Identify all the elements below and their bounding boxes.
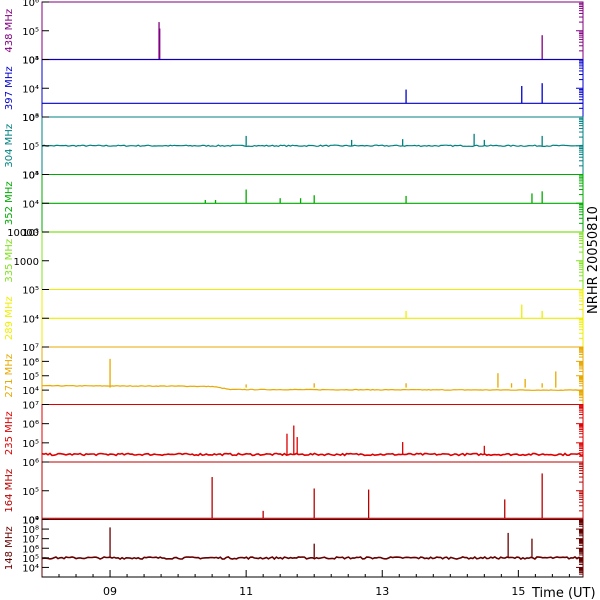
y-tick-label-304-mhz: 10⁴ [22, 171, 39, 182]
panel-frame-438-mhz [41, 1, 584, 60]
series-label-438-mhz: 438 MHz [4, 9, 15, 53]
x-tick-label: 13 [375, 585, 389, 598]
panel-frame-164-mhz [41, 461, 584, 520]
y-tick-label-148-mhz: 10⁵ [22, 554, 39, 565]
y-tick-label-235-mhz: 10⁶ [22, 420, 39, 431]
y-tick-label-304-mhz: 10⁶ [22, 113, 39, 124]
series-label-289-mhz: 289 MHz [4, 296, 15, 340]
x-tick-label: 15 [511, 585, 525, 598]
series-label-335-mhz: 335 MHz [4, 239, 15, 283]
panel-289-mhz: 10⁴ 10⁵ 289 MHz [4, 286, 584, 348]
y-tick-label-438-mhz: 10⁶ [22, 0, 39, 9]
series-line-235-mhz [41, 452, 584, 457]
y-tick-label-164-mhz: 10⁶ [22, 458, 39, 469]
y-tick-label-289-mhz: 10⁵ [22, 286, 39, 297]
y-tick-label-397-mhz: 10³ [22, 113, 39, 124]
y-tick-label-352-mhz: 10⁵ [22, 171, 39, 182]
x-tick-label: 11 [239, 585, 253, 598]
chart-title: NRHR 20050810 [586, 206, 600, 314]
series-label-148-mhz: 148 MHz [4, 526, 15, 570]
y-tick-label-397-mhz: 10⁵ [22, 56, 39, 67]
panel-235-mhz: 10⁵ 10⁶ 10⁷ 235 MHz [4, 401, 584, 463]
y-tick-label-271-mhz: 10⁴ [22, 386, 39, 397]
y-tick-label-271-mhz: 10⁶ [22, 357, 39, 368]
y-tick-label-164-mhz: 10⁴ [22, 516, 39, 527]
y-tick-label-235-mhz: 10⁵ [22, 439, 39, 450]
y-tick-label-438-mhz: 10⁴ [22, 56, 39, 67]
y-tick-label-148-mhz: 10⁸ [22, 525, 39, 536]
series-line-271-mhz [42, 384, 583, 392]
series-line-148-mhz [41, 555, 584, 561]
series-label-397-mhz: 397 MHz [4, 66, 15, 110]
series-label-352-mhz: 352 MHz [4, 181, 15, 225]
series-label-164-mhz: 164 MHz [4, 469, 15, 513]
series-label-235-mhz: 235 MHz [4, 411, 15, 455]
panel-frame-271-mhz [41, 346, 584, 405]
series-line-304-mhz [41, 144, 583, 148]
panel-frame-148-mhz [41, 519, 584, 578]
y-tick-label-335-mhz: 1000 [14, 257, 39, 268]
y-tick-label-148-mhz: 10⁷ [22, 535, 39, 546]
y-tick-label-271-mhz: 10⁷ [22, 343, 39, 354]
y-tick-label-164-mhz: 10⁵ [22, 487, 39, 498]
y-tick-label-148-mhz: 10⁶ [22, 544, 39, 555]
x-tick-label: 09 [103, 585, 117, 598]
x-axis: 09 11 13 15 [58, 570, 570, 598]
panel-frame-335-mhz [41, 231, 584, 290]
y-tick-label-352-mhz: 10⁴ [22, 199, 39, 210]
series-label-304-mhz: 304 MHz [4, 124, 15, 168]
y-tick-label-438-mhz: 10⁵ [22, 27, 39, 38]
series-label-271-mhz: 271 MHz [4, 354, 15, 398]
y-tick-label-352-mhz: 10³ [22, 228, 39, 239]
x-axis-label: Time (UT) [531, 586, 596, 600]
panel-frame-397-mhz [41, 59, 584, 118]
y-tick-label-271-mhz: 10⁵ [22, 372, 39, 383]
y-tick-label-235-mhz: 10⁷ [22, 401, 39, 412]
y-tick-label-335-mhz: 10000 [7, 228, 39, 239]
y-tick-label-148-mhz: 10⁹ [22, 516, 39, 527]
panel-164-mhz: 10⁴ 10⁵ 10⁶ 164 MHz [4, 458, 584, 527]
y-tick-label-304-mhz: 10⁵ [22, 142, 39, 153]
y-tick-label-289-mhz: 10⁴ [22, 314, 39, 325]
panel-271-mhz: 10⁴ 10⁵ 10⁶ 10⁷ 271 MHz [4, 343, 584, 405]
y-tick-label-148-mhz: 10⁴ [22, 563, 39, 574]
y-tick-label-397-mhz: 10⁴ [22, 84, 39, 95]
